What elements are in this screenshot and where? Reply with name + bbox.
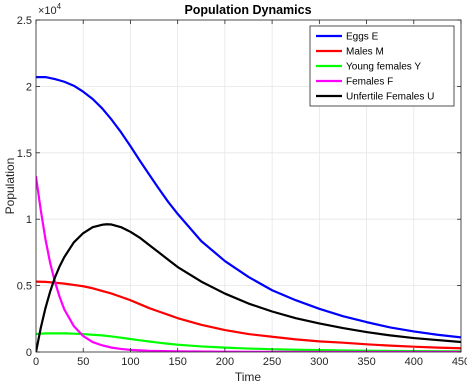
x-tick-label: 350 <box>357 356 375 368</box>
series-line-4 <box>36 223 461 352</box>
y-tick-label: 0.5 <box>17 281 32 293</box>
ticks: 0 50 100 150 200 250 300 350 400 450 0 0.5 1 1.5 2 2.5 <box>17 15 467 368</box>
x-tick-label: 150 <box>168 356 186 368</box>
plot-frame <box>35 19 462 353</box>
x-tick-label: 100 <box>121 356 139 368</box>
legend-label: Eggs E <box>346 32 379 43</box>
x-axis-label: Time <box>235 370 262 384</box>
y-exponent-base: ×10 <box>38 5 57 17</box>
series-line-1 <box>36 280 461 350</box>
legend-label: Females F <box>346 77 393 88</box>
chart-title: Population Dynamics <box>184 3 311 17</box>
y-exponent-power: 4 <box>57 2 62 11</box>
x-tick-label: 50 <box>77 356 89 368</box>
x-tick-label: 200 <box>216 356 234 368</box>
y-axis-label: Population <box>3 158 17 215</box>
series-line-0 <box>36 76 461 339</box>
x-tick-label: 400 <box>405 356 423 368</box>
y-tick-label: 1.5 <box>17 148 32 160</box>
y-tick-label: 0 <box>26 347 32 359</box>
x-tick-label: 250 <box>263 356 281 368</box>
y-tick-label: 2.5 <box>17 15 32 27</box>
x-tick-label: 0 <box>33 356 39 368</box>
legend-label: Young females Y <box>346 62 421 73</box>
y-exponent-label: ×104 <box>38 2 62 17</box>
y-tick-label: 1 <box>26 214 32 226</box>
y-tick-label: 2 <box>26 81 32 93</box>
x-tick-label: 300 <box>310 356 328 368</box>
legend-label: Males M <box>346 47 384 58</box>
legend-label: Unfertile Females U <box>346 92 434 103</box>
x-tick-label: 450 <box>452 356 467 368</box>
legend: Eggs E Males M Young females Y Females F Unf… <box>309 25 455 107</box>
series-line-2 <box>36 332 461 352</box>
